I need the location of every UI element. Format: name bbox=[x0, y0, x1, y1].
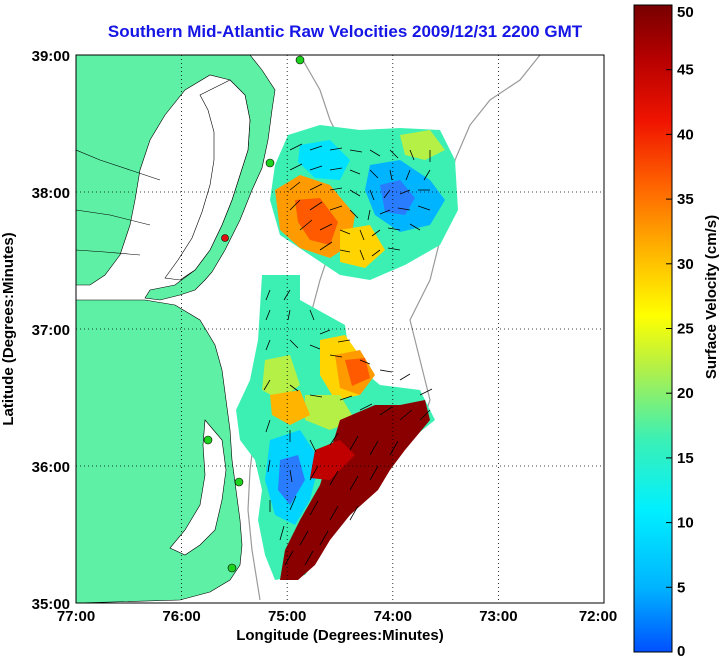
velocity-arrows bbox=[263, 143, 433, 566]
y-tick-label: 36:00 bbox=[32, 459, 70, 476]
colorbar-tick-label: 0 bbox=[677, 643, 685, 659]
map-area bbox=[76, 55, 604, 603]
colorbar-tick-label: 40 bbox=[677, 126, 694, 143]
y-axis-label: Latitude (Degrees:Minutes) bbox=[0, 232, 17, 425]
colorbar-tick-label: 15 bbox=[677, 450, 694, 467]
river bbox=[76, 149, 161, 256]
colorbar-tick-label: 50 bbox=[677, 4, 694, 21]
y-axis: 39:00 38:00 37:00 36:00 35:00 Latitude (… bbox=[0, 48, 70, 613]
y-tick-label: 35:00 bbox=[32, 596, 70, 613]
sound-nc bbox=[169, 419, 227, 556]
x-tick-label: 75:00 bbox=[268, 608, 306, 625]
colorbar-tick-label: 5 bbox=[677, 579, 685, 596]
colorbar-tick-label: 30 bbox=[677, 256, 694, 273]
map-title: Southern Mid-Atlantic Raw Velocities 200… bbox=[107, 22, 583, 41]
plot-frame bbox=[75, 54, 605, 604]
station-marker-red bbox=[221, 234, 229, 242]
station-marker bbox=[203, 435, 213, 445]
colorbar-tick-label: 10 bbox=[677, 515, 694, 532]
velocity-field-south bbox=[236, 275, 435, 580]
x-tick-label: 77:00 bbox=[57, 608, 95, 625]
colorbar-tick-label: 20 bbox=[677, 385, 694, 402]
y-tick-label: 39:00 bbox=[32, 48, 70, 65]
x-axis: 77:00 76:00 75:00 74:00 73:00 72:00 Long… bbox=[57, 608, 617, 644]
station-marker bbox=[265, 158, 275, 168]
station-marker bbox=[295, 55, 305, 65]
x-tick-label: 72:00 bbox=[579, 608, 617, 625]
grid-lines bbox=[76, 55, 604, 603]
station-marker bbox=[227, 563, 237, 573]
y-tick-label: 38:00 bbox=[32, 185, 70, 202]
colorbar: 0 5 10 15 20 25 30 35 40 45 50 Surface Velocity (c… bbox=[633, 4, 720, 659]
x-tick-label: 73:00 bbox=[479, 608, 517, 625]
colorbar-tick-label: 45 bbox=[677, 62, 694, 79]
chesapeake-bay bbox=[164, 79, 251, 281]
station-marker bbox=[234, 477, 244, 487]
x-tick-label: 76:00 bbox=[162, 608, 200, 625]
x-tick-label: 74:00 bbox=[374, 608, 412, 625]
colorbar-tick-label: 25 bbox=[677, 321, 694, 338]
colorbar-tick-label: 35 bbox=[677, 191, 694, 208]
x-axis-label: Longitude (Degrees:Minutes) bbox=[236, 627, 444, 644]
y-tick-label: 37:00 bbox=[32, 322, 70, 339]
colorbar-label: Surface Velocity (cm/s) bbox=[703, 215, 720, 379]
